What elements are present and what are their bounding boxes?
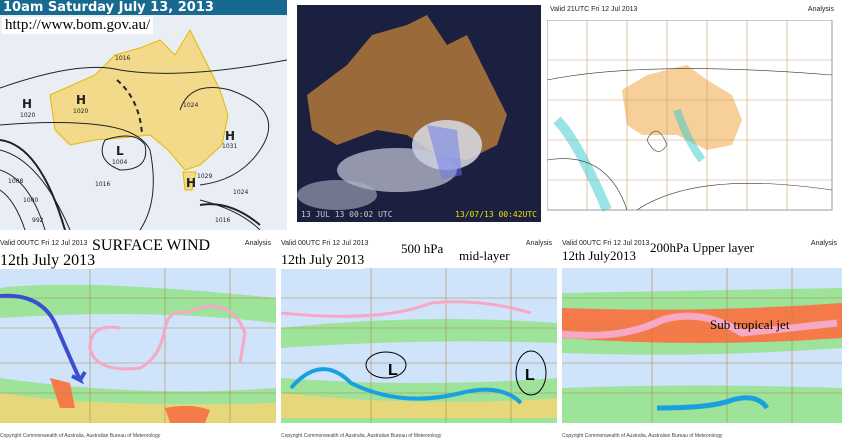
panel-title: 500 hPa xyxy=(401,241,444,257)
wind-panel-200hpa: Valid 00UTC Fri 12 Jul 2013 Analysis 200… xyxy=(562,233,842,443)
low-pressure-label: L xyxy=(525,367,535,384)
low-pressure-label: L xyxy=(388,362,398,379)
product-label: Analysis xyxy=(807,6,834,13)
copyright: Copyright Commonwealth of Australia, Aus… xyxy=(281,433,442,439)
isobar-label: 1008 xyxy=(8,178,23,185)
jet-stream-arrow xyxy=(562,312,838,339)
pressure-value: 1004 xyxy=(112,159,127,166)
panel-date: 12th July 2013 xyxy=(281,253,365,269)
satellite-timestamp-left: 13 JUL 13 00:02 UTC xyxy=(301,210,393,219)
isobar-label: 1024 xyxy=(233,189,248,196)
low-circle xyxy=(365,351,407,379)
wind-panel-surface: Valid 00UTC Fri 12 Jul 2013 Analysis SUR… xyxy=(0,233,276,443)
pressure-value: 1020 xyxy=(73,108,88,115)
wind-map xyxy=(562,268,842,423)
tasmania xyxy=(182,171,197,191)
valid-time: Valid 00UTC Fri 12 Jul 2013 xyxy=(562,240,650,247)
high-pressure-label: H xyxy=(186,176,196,190)
copyright: Copyright Commonwealth of Australia, Aus… xyxy=(562,433,723,439)
pink-circulation-arrow xyxy=(88,304,247,371)
product-label: Analysis xyxy=(244,240,271,247)
panel-date: 12th July 2013 xyxy=(0,252,96,269)
trough-line xyxy=(116,79,143,136)
chart-title-bar: 10am Saturday July 13, 2013 xyxy=(0,0,287,15)
pink-flow-arrow xyxy=(281,300,532,318)
mslp-map xyxy=(547,20,833,212)
low-pressure-label: L xyxy=(116,144,124,158)
product-label: Analysis xyxy=(810,240,837,247)
isobar-label: 1016 xyxy=(215,217,230,224)
copyright: Copyright Commonwealth of Australia, Aus… xyxy=(0,433,161,439)
cold-front xyxy=(0,139,66,230)
valid-time: Valid 21UTC Fri 12 Jul 2013 xyxy=(550,6,638,13)
satellite-image: 13 JUL 13 00:02 UTC 13/07/13 00:42UTC xyxy=(297,5,541,222)
cyan-flow-arrow xyxy=(289,367,523,405)
satellite-picture xyxy=(297,15,507,210)
synoptic-map: 1016 1024 1029 1024 1016 1016 1008 1000 … xyxy=(0,28,287,230)
high-pressure-label: H xyxy=(76,93,86,107)
isobar-label: 992 xyxy=(32,217,44,224)
panel-title: 200hPa Upper layer xyxy=(650,240,754,256)
low-circle xyxy=(515,350,547,396)
wind-map: L L xyxy=(281,268,557,423)
synoptic-chart: 1016 1024 1029 1024 1016 1016 1008 1000 … xyxy=(0,0,287,230)
cold-front-2 xyxy=(199,203,261,226)
source-url: http://www.bom.gov.au/ xyxy=(2,17,154,34)
panel-title: SURFACE WIND xyxy=(92,237,211,254)
wind-map xyxy=(0,268,276,423)
mslp-analysis-chart: Valid 21UTC Fri 12 Jul 2013 Analysis xyxy=(547,0,842,229)
jet-label: Sub tropical jet xyxy=(710,317,790,332)
valid-time: Valid 00UTC Fri 12 Jul 2013 xyxy=(0,240,88,247)
australia-landmass xyxy=(49,28,229,171)
wind-panel-500hpa: Valid 00UTC Fri 12 Jul 2013 Analysis L L… xyxy=(281,233,557,443)
isobar-label: 1016 xyxy=(95,181,110,188)
valid-time: Valid 00UTC Fri 12 Jul 2013 xyxy=(281,240,369,247)
product-label: Analysis xyxy=(525,240,552,247)
cyan-flow-arrow xyxy=(656,395,770,411)
isobar-label: 1029 xyxy=(197,173,212,180)
panel-date: 12th July2013 xyxy=(562,248,637,264)
pressure-value: 1020 xyxy=(20,112,35,119)
high-pressure-label: H xyxy=(225,129,235,143)
isobar-label: 1016 xyxy=(115,55,130,62)
isobar-label: 1000 xyxy=(23,197,38,204)
pressure-value: 1031 xyxy=(222,143,237,150)
high-pressure-label: H xyxy=(22,97,32,111)
blue-flow-arrow xyxy=(0,293,87,385)
isobar-label: 1024 xyxy=(183,102,198,109)
panel-subtitle: mid-layer xyxy=(459,248,510,264)
satellite-timestamp-right: 13/07/13 00:42UTC xyxy=(455,210,537,219)
